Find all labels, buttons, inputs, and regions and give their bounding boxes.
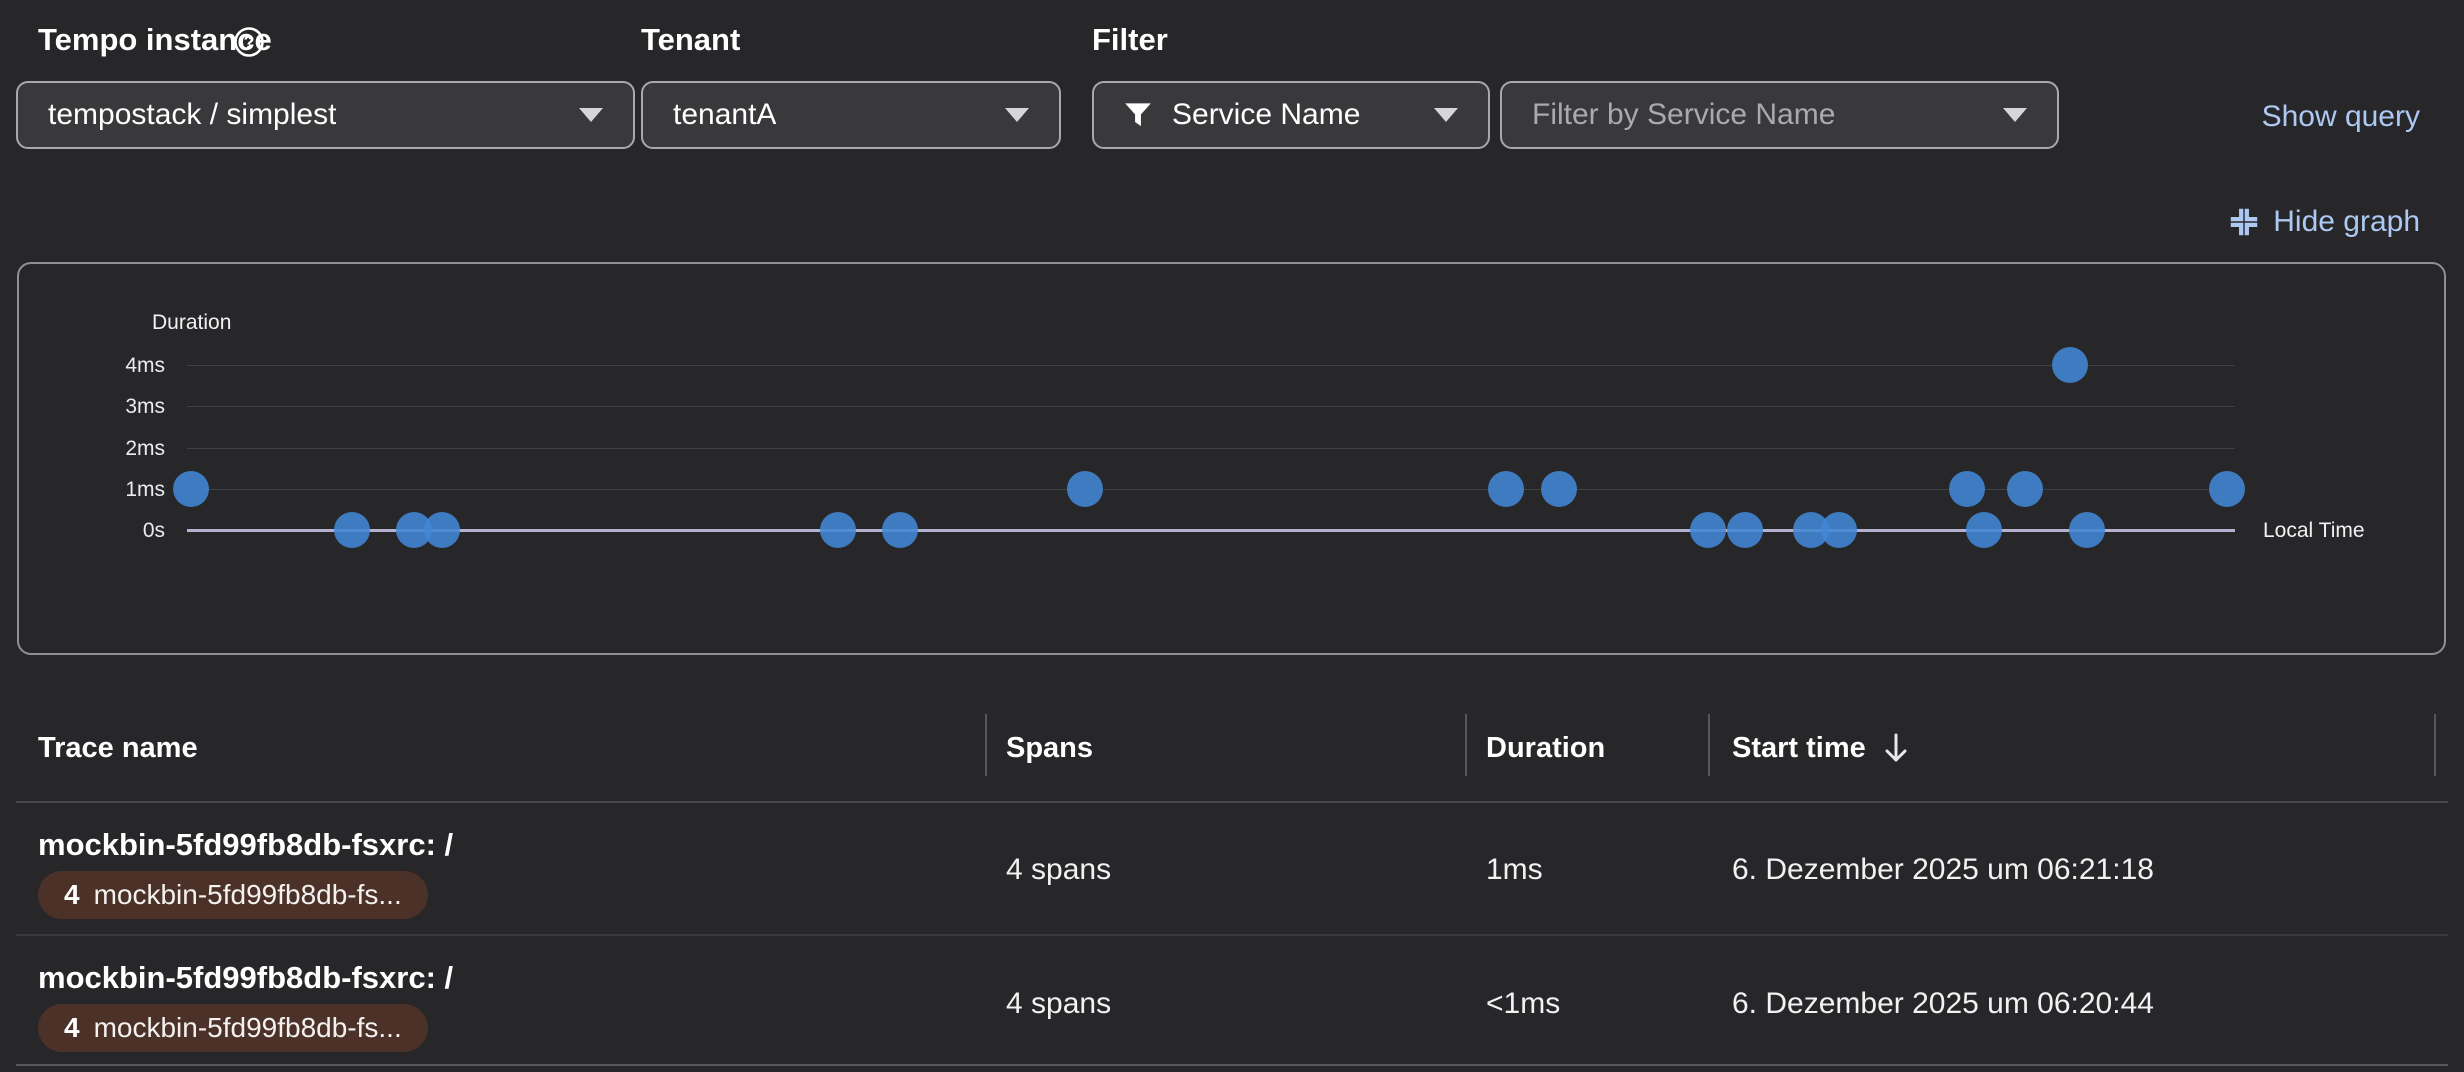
column-divider: [985, 714, 987, 776]
service-badge: 4 mockbin-5fd99fb8db-fs...: [38, 1004, 428, 1052]
tenant-label: Tenant: [641, 22, 741, 57]
chart-point[interactable]: [820, 512, 857, 548]
start-time-cell: 6. Dezember 2025 um 06:21:18: [1732, 853, 2154, 886]
chart-point[interactable]: [2052, 347, 2089, 383]
chart-point[interactable]: [1965, 512, 2002, 548]
column-header-spans[interactable]: Spans: [1006, 732, 1094, 764]
chart-point[interactable]: [2068, 512, 2105, 548]
gridline-horizontal: [187, 406, 2235, 408]
spans-cell: 4 spans: [1006, 853, 1112, 886]
filter-attribute-select[interactable]: Service Name: [1092, 81, 1490, 149]
service-badge: 4 mockbin-5fd99fb8db-fs...: [38, 871, 428, 919]
column-divider: [2434, 714, 2436, 776]
chart-point[interactable]: [1541, 470, 1578, 507]
chart-point[interactable]: [1726, 512, 1763, 548]
service-badge-count: 4: [64, 879, 80, 910]
tempo-instance-selected-value: tempostack / simplest: [48, 98, 337, 131]
column-header-duration[interactable]: Duration: [1486, 732, 1606, 764]
table-header-border: [16, 801, 2448, 803]
gridline-horizontal: [187, 488, 2235, 490]
tenant-select[interactable]: tenantA: [641, 81, 1061, 149]
duration-scatter-chart: Duration Local Time 4ms3ms2ms1ms0s06:140…: [17, 262, 2446, 655]
duration-cell: 1ms: [1486, 853, 1543, 886]
y-axis-tick-label: 2ms: [125, 436, 165, 460]
tempo-instance-label: Tempo instance: [38, 22, 272, 57]
y-axis-tick-label: 1ms: [125, 477, 165, 501]
chevron-down-icon: [2003, 108, 2027, 122]
column-divider: [1465, 714, 1467, 776]
table-bottom-border: [16, 1064, 2448, 1066]
filter-value-placeholder: Filter by Service Name: [1532, 98, 1836, 131]
chart-point[interactable]: [424, 512, 461, 548]
hide-graph-link[interactable]: Hide graph: [2227, 204, 2420, 240]
start-time-cell: 6. Dezember 2025 um 06:20:44: [1732, 987, 2154, 1020]
chart-point[interactable]: [173, 470, 210, 507]
service-badge-label: mockbin-5fd99fb8db-fs...: [93, 879, 402, 910]
filter-attribute-value: Service Name: [1172, 98, 1361, 131]
gridline-horizontal: [187, 447, 2235, 449]
help-icon[interactable]: ?: [233, 26, 265, 58]
chart-point[interactable]: [1487, 470, 1524, 507]
gridline-horizontal: [187, 365, 2235, 366]
y-axis-tick-label: 4ms: [125, 354, 165, 377]
x-axis-line: [187, 529, 2235, 532]
y-axis-title: Duration: [152, 311, 232, 334]
column-header-start-time[interactable]: Start time: [1732, 730, 1910, 766]
column-header-trace-name[interactable]: Trace name: [38, 732, 198, 764]
hide-graph-label: Hide graph: [2273, 205, 2420, 238]
x-axis-title: Local Time: [2263, 519, 2365, 542]
filter-value-select[interactable]: Filter by Service Name: [1500, 81, 2059, 149]
duration-cell: <1ms: [1486, 987, 1561, 1020]
row-divider: [16, 934, 2448, 936]
tenant-selected-value: tenantA: [673, 98, 777, 131]
chevron-down-icon: [1434, 108, 1458, 122]
chart-point[interactable]: [333, 512, 370, 548]
spans-cell: 4 spans: [1006, 987, 1112, 1020]
chart-point[interactable]: [1689, 512, 1726, 548]
y-axis-tick-label: 0s: [142, 519, 165, 542]
chart-point[interactable]: [1949, 470, 1986, 507]
chart-point[interactable]: [1067, 470, 1104, 507]
chart-point[interactable]: [881, 512, 918, 548]
tempo-instance-select[interactable]: tempostack / simplest: [16, 81, 635, 149]
y-axis-tick-label: 3ms: [125, 395, 165, 419]
column-divider: [1708, 714, 1710, 776]
filter-funnel-icon: [1124, 101, 1152, 129]
trace-name-link[interactable]: mockbin-5fd99fb8db-fsxrc: /: [38, 827, 454, 862]
sort-descending-icon: [1882, 731, 1910, 765]
chevron-down-icon: [579, 108, 603, 122]
chart-point[interactable]: [1821, 512, 1858, 548]
show-query-link[interactable]: Show query: [2261, 100, 2420, 133]
chart-point[interactable]: [2208, 470, 2245, 507]
chevron-down-icon: [1005, 108, 1029, 122]
chart-point[interactable]: [2006, 470, 2043, 507]
svg-text:?: ?: [244, 33, 255, 53]
filter-label: Filter: [1092, 22, 1168, 57]
trace-name-link[interactable]: mockbin-5fd99fb8db-fsxrc: /: [38, 960, 454, 995]
service-badge-count: 4: [64, 1012, 80, 1043]
column-header-start-time-label: Start time: [1732, 732, 1866, 764]
compress-icon: [2227, 205, 2261, 239]
service-badge-label: mockbin-5fd99fb8db-fs...: [93, 1012, 402, 1043]
